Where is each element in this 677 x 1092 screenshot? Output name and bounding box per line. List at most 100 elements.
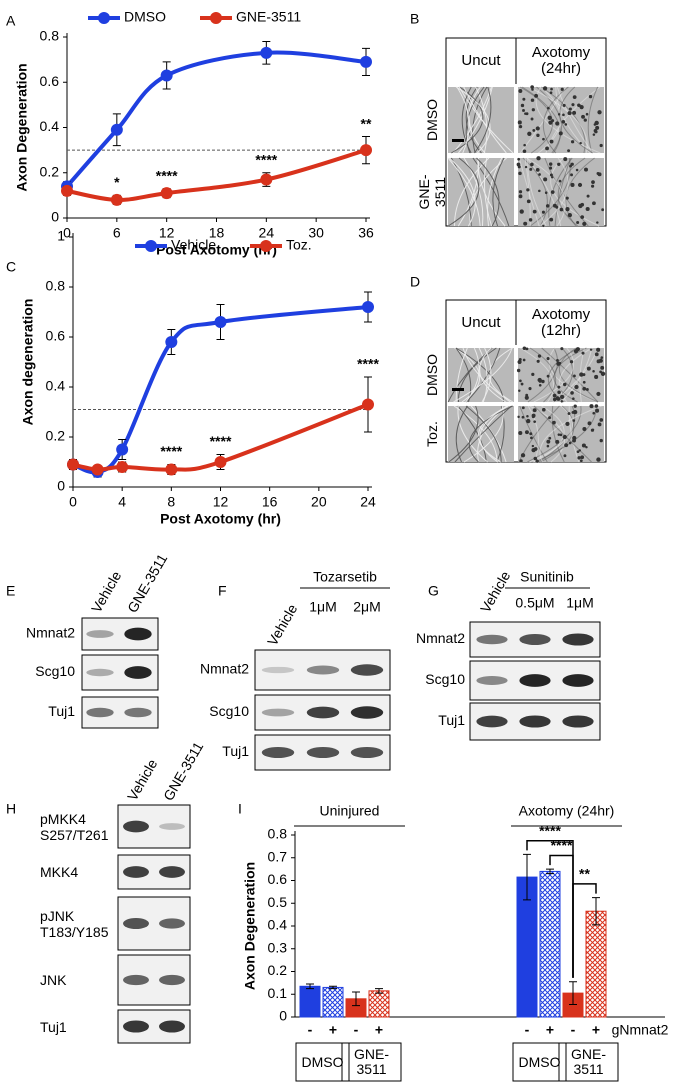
error-bar bbox=[329, 985, 337, 990]
data-point bbox=[110, 123, 123, 136]
x-tick-label: 4 bbox=[118, 494, 126, 510]
debris bbox=[562, 434, 567, 440]
data-point bbox=[160, 69, 173, 82]
legend-label: GNE-3511 bbox=[236, 9, 301, 25]
debris bbox=[581, 443, 586, 448]
data-point bbox=[214, 316, 227, 328]
axon bbox=[455, 347, 468, 403]
debris bbox=[558, 179, 562, 183]
debris bbox=[600, 365, 605, 370]
axon bbox=[568, 405, 580, 463]
row-label: Scg10 bbox=[425, 671, 465, 687]
lane-label: GNE-3511 bbox=[124, 551, 171, 616]
debris bbox=[536, 359, 540, 363]
debris bbox=[550, 190, 555, 194]
debris bbox=[549, 173, 553, 177]
treatment-box bbox=[295, 1042, 350, 1082]
column-header: Uncut bbox=[461, 52, 501, 69]
x-tick-label: - bbox=[525, 1022, 530, 1038]
debris bbox=[547, 115, 552, 121]
debris bbox=[518, 89, 523, 93]
band bbox=[124, 666, 152, 679]
debris bbox=[526, 188, 530, 192]
axon bbox=[555, 86, 591, 154]
debris bbox=[518, 430, 523, 436]
debris bbox=[587, 421, 592, 426]
error-bar bbox=[569, 981, 577, 1005]
panel-label: F bbox=[218, 583, 227, 599]
drug-label: Tozarsetib bbox=[313, 569, 377, 585]
debris bbox=[557, 385, 561, 389]
debris bbox=[559, 433, 563, 437]
panel-label: H bbox=[6, 801, 16, 817]
axon bbox=[477, 405, 509, 463]
debris bbox=[555, 396, 560, 400]
y-tick-label: 0.4 bbox=[268, 917, 288, 933]
debris bbox=[522, 109, 525, 112]
y-tick-label: 0.6 bbox=[46, 328, 66, 344]
debris bbox=[573, 404, 577, 408]
data-point bbox=[160, 187, 173, 200]
debris bbox=[572, 409, 578, 415]
debris bbox=[536, 133, 540, 138]
debris bbox=[527, 131, 532, 136]
error-bar bbox=[592, 897, 600, 926]
band bbox=[123, 1020, 149, 1033]
debris bbox=[572, 397, 575, 401]
debris bbox=[542, 224, 545, 228]
legend-marker bbox=[260, 240, 272, 252]
x-tick-label: 24 bbox=[259, 225, 275, 241]
debris bbox=[591, 180, 595, 184]
axon bbox=[539, 157, 569, 227]
debris bbox=[517, 157, 521, 161]
group-label: Uninjured bbox=[320, 803, 380, 819]
treatment-box bbox=[341, 1042, 402, 1082]
debris bbox=[565, 421, 570, 427]
debris bbox=[538, 173, 541, 176]
debris bbox=[535, 459, 539, 463]
debris bbox=[531, 413, 536, 418]
micrograph bbox=[516, 346, 606, 403]
row-label: Nmnat2 bbox=[200, 661, 249, 677]
lane-label: 2μM bbox=[353, 599, 381, 615]
debris bbox=[594, 404, 599, 408]
x-tick-label: 0 bbox=[63, 225, 71, 241]
y-tick-label: 0.4 bbox=[46, 378, 66, 394]
panel-label: I bbox=[238, 801, 242, 817]
axon bbox=[447, 157, 480, 227]
debris bbox=[519, 209, 524, 214]
band bbox=[476, 634, 508, 645]
treatment-box bbox=[558, 1042, 619, 1082]
significance-label: **** bbox=[539, 822, 561, 838]
legend-marker bbox=[145, 240, 157, 252]
debris bbox=[595, 408, 600, 413]
panel-label: A bbox=[6, 13, 16, 29]
band bbox=[519, 633, 551, 646]
debris bbox=[571, 103, 575, 107]
debris bbox=[575, 347, 580, 352]
legend-marker bbox=[210, 12, 222, 24]
bar bbox=[368, 990, 390, 1018]
band bbox=[350, 664, 384, 676]
comparison-bracket bbox=[572, 883, 597, 978]
debris bbox=[552, 397, 557, 402]
row-label: pMKK4 S257/T261 bbox=[40, 810, 109, 843]
x-tick-label: + bbox=[592, 1022, 600, 1038]
micrograph bbox=[516, 156, 605, 228]
axon bbox=[453, 347, 513, 403]
debris bbox=[538, 383, 542, 387]
treatment-label: GNE-3511 bbox=[354, 1046, 389, 1077]
panel-label: D bbox=[410, 274, 420, 290]
debris bbox=[569, 360, 574, 364]
debris bbox=[531, 447, 536, 453]
debris bbox=[600, 371, 606, 376]
significance-label: **** bbox=[357, 356, 379, 372]
debris bbox=[521, 406, 525, 410]
band bbox=[261, 666, 295, 674]
column-header: Axotomy (12hr) bbox=[531, 305, 591, 339]
debris bbox=[522, 346, 527, 351]
debris bbox=[541, 379, 545, 384]
bar bbox=[322, 986, 344, 1018]
debris bbox=[597, 172, 602, 177]
x-tick-label: 36 bbox=[358, 225, 374, 241]
